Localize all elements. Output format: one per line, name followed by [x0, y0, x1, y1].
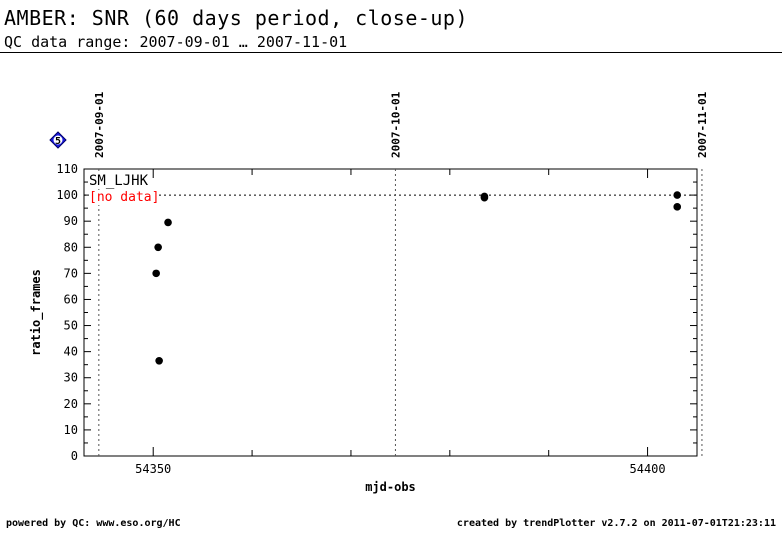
y-tick-label: 60 [64, 292, 78, 306]
y-tick-label: 10 [64, 423, 78, 437]
date-marker-label: 2007-11-01 [696, 91, 709, 158]
data-point [152, 269, 160, 278]
footer-created-by: created by trendPlotter v2.7.2 on 2011-0… [456, 518, 776, 529]
x-tick-label: 54400 [630, 462, 666, 476]
y-tick-label: 110 [56, 162, 78, 176]
x-tick-label: 54350 [135, 462, 171, 476]
data-point [155, 356, 163, 365]
footer-powered-by: powered by QC: www.eso.org/HC [6, 518, 181, 529]
x-axis-label: mjd-obs [365, 480, 416, 494]
y-tick-label: 70 [64, 266, 78, 280]
y-tick-label: 20 [64, 397, 78, 411]
no-data-label: [no data] [89, 190, 160, 205]
y-tick-label: 50 [64, 319, 78, 333]
y-tick-label: 0 [71, 449, 78, 463]
date-marker-label: 2007-09-01 [93, 91, 106, 158]
y-tick-label: 100 [56, 188, 78, 202]
chart-title: AMBER: SNR (60 days period, close-up) [4, 6, 469, 30]
date-marker-label: 2007-10-01 [389, 91, 402, 158]
badge-icon: 5 [49, 131, 67, 149]
header-divider [0, 52, 782, 53]
data-point [673, 203, 682, 211]
data-point [480, 193, 489, 202]
y-tick-label: 30 [64, 371, 78, 385]
badge-label: 5 [55, 136, 61, 147]
data-point [164, 218, 172, 227]
plot-frame [83, 168, 698, 457]
series-label: SM_LJHK [89, 173, 149, 189]
data-point [673, 191, 682, 199]
y-tick-label: 90 [64, 214, 78, 228]
y-tick-label: 40 [64, 345, 78, 359]
y-tick-label: 80 [64, 240, 78, 254]
y-axis-label: ratio_frames [29, 269, 44, 356]
chart-subtitle: QC data range: 2007-09-01 … 2007-11-01 [4, 33, 348, 51]
data-point [154, 243, 162, 252]
